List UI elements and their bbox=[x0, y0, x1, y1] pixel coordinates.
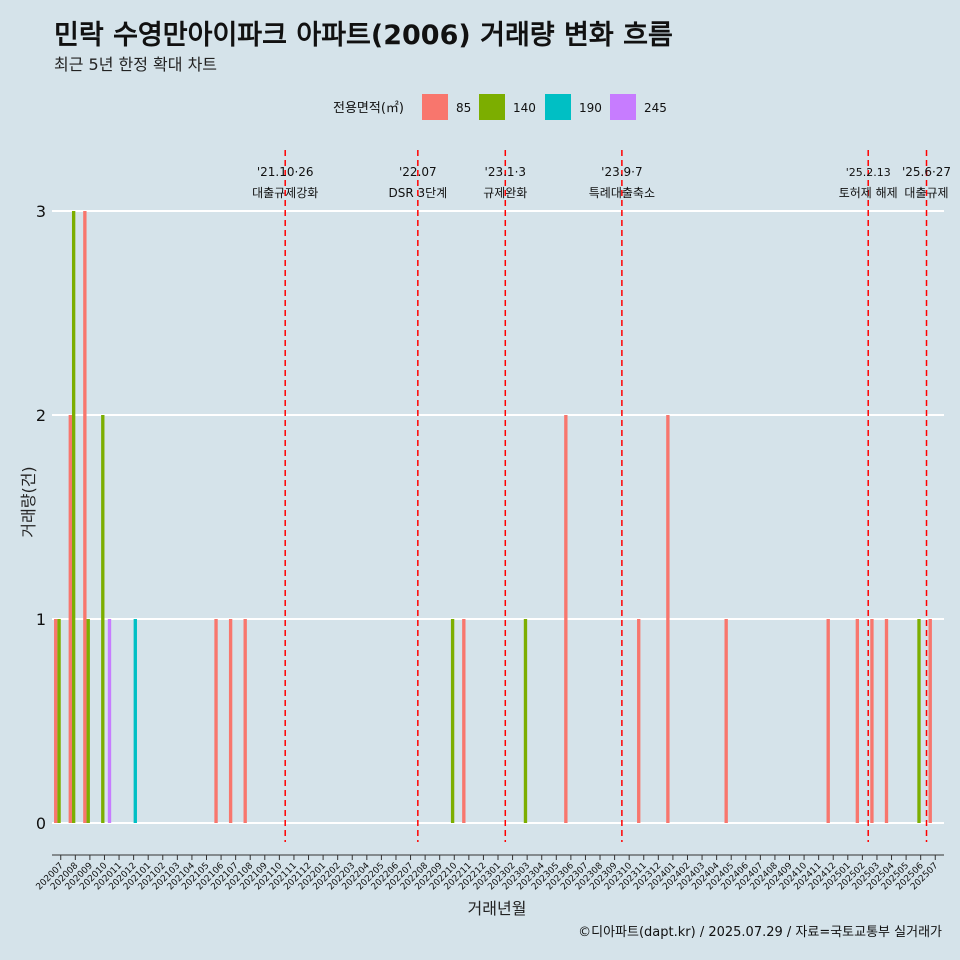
bar-85-202504 bbox=[884, 619, 889, 823]
bar-85-202401 bbox=[666, 415, 670, 823]
bar-245-202010 bbox=[107, 619, 112, 823]
event-description-label: 특례대출축소 bbox=[589, 186, 655, 200]
grid-lines bbox=[52, 210, 944, 824]
x-axis: 2020072020082020092020102020112020122021… bbox=[34, 854, 944, 892]
bar-85-202107 bbox=[228, 619, 233, 823]
bar-85-202008 bbox=[68, 415, 72, 823]
bar-85-202311 bbox=[637, 619, 641, 823]
y-axis-title: 거래량(건) bbox=[19, 466, 38, 537]
event-description-label: 규제완화 bbox=[483, 186, 527, 200]
bar-85-202306 bbox=[564, 415, 568, 823]
bar-140-202303 bbox=[523, 619, 528, 823]
y-tick-label: 3 bbox=[36, 202, 46, 221]
legend-label-85: 85 bbox=[456, 101, 471, 115]
bar-140-202009 bbox=[86, 619, 90, 823]
event-date-label: '25.2.13 bbox=[846, 166, 891, 179]
bar-85-202503 bbox=[870, 619, 874, 823]
bar-85-202507 bbox=[928, 619, 932, 823]
event-date-label: '22.07 bbox=[399, 165, 437, 179]
legend: 전용면적(㎡) 85 140 190 245 bbox=[333, 94, 667, 120]
bar-85-202007 bbox=[54, 619, 58, 823]
chart-title: 민락 수영만아이파크 아파트(2006) 거래량 변화 흐름 bbox=[54, 20, 673, 51]
bar-85-202108 bbox=[243, 619, 247, 823]
legend-label-140: 140 bbox=[513, 101, 536, 115]
bar-85-202106 bbox=[214, 619, 218, 823]
legend-swatch-190 bbox=[545, 94, 571, 120]
y-tick-label: 0 bbox=[36, 814, 46, 833]
x-axis-title: 거래년월 bbox=[468, 899, 527, 918]
bar-140-202007 bbox=[57, 619, 61, 823]
annotations: '21.10·26 대출규제강화 '22.07 DSR 3단계 '23.1·3 규제완화 '… bbox=[252, 150, 951, 842]
event-date-label: '23.9·7 bbox=[601, 165, 642, 179]
chart-subtitle: 최근 5년 한정 확대 차트 bbox=[54, 55, 217, 74]
event-description-label: 대출규제강화 bbox=[252, 186, 318, 200]
bar-85-202211 bbox=[462, 619, 466, 823]
bar-85-202009 bbox=[83, 211, 87, 823]
y-tick-label: 2 bbox=[36, 406, 46, 425]
y-tick-label: 1 bbox=[36, 610, 46, 629]
event-date-label: '23.1·3 bbox=[485, 165, 526, 179]
legend-title: 전용면적(㎡) bbox=[333, 101, 404, 116]
caption: ©디아파트(dapt.kr) / 2025.07.29 / 자료=국토교통부 실… bbox=[578, 925, 942, 940]
legend-label-190: 190 bbox=[579, 101, 602, 115]
bar-140-202506 bbox=[917, 619, 921, 823]
event-description-label: DSR 3단계 bbox=[388, 186, 447, 200]
legend-swatch-140 bbox=[479, 94, 505, 120]
legend-label-245: 245 bbox=[644, 101, 667, 115]
event-date-label: '21.10·26 bbox=[257, 165, 314, 179]
bar-140-202010 bbox=[101, 415, 105, 823]
legend-swatch-245 bbox=[610, 94, 636, 120]
bar-85-202405 bbox=[724, 619, 728, 823]
event-description-label: 토허제 해제 bbox=[839, 186, 898, 200]
bar-190-202012 bbox=[133, 619, 137, 823]
bar-85-202412 bbox=[826, 619, 830, 823]
event-description-label: 대출규제 bbox=[904, 186, 948, 200]
bars bbox=[54, 211, 932, 823]
y-axis: 0 1 2 3 bbox=[36, 202, 46, 833]
legend-swatch-85 bbox=[422, 94, 448, 120]
bar-140-202210 bbox=[450, 619, 455, 823]
bar-140-202008 bbox=[71, 211, 76, 823]
bar-85-202502 bbox=[855, 619, 860, 823]
event-date-label: '25.6·27 bbox=[902, 165, 951, 179]
